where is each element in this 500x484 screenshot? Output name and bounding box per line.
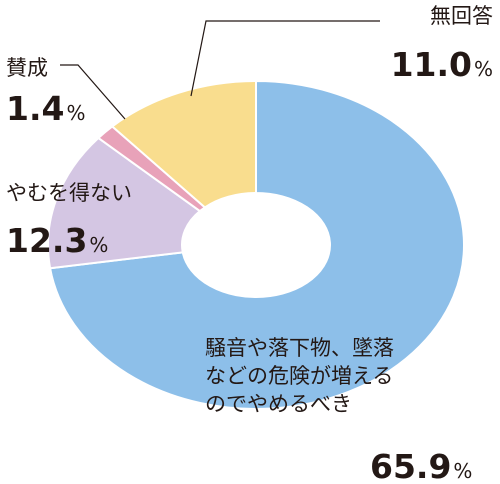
donut-slice-0 [48,79,465,410]
leader-line-mukaitou [190,20,380,97]
slice-label-0-line-0: 騒音や落下物、墜落 [205,336,394,360]
slice-value-2: 1.4% [6,89,85,128]
slice-label-3-line-0: 無回答 [430,4,493,28]
slice-label-1-line-0: やむを得ない [6,181,132,205]
slice-label-0-line-2: のでやめるべき [205,392,352,416]
slice-value-3: 11.0% [391,45,493,84]
slice-value-0: 65.9% [370,447,472,484]
slice-value-1: 12.3% [6,221,108,260]
slice-label-2-line-0: 賛成 [6,56,48,80]
slice-label-0-line-1: などの危険が増える [205,364,393,388]
donut-slice-3 [110,79,257,209]
donut-slice-1 [47,136,202,270]
leader-lines [60,20,380,120]
slices-group [47,79,465,410]
leader-line-sansei [60,64,126,120]
